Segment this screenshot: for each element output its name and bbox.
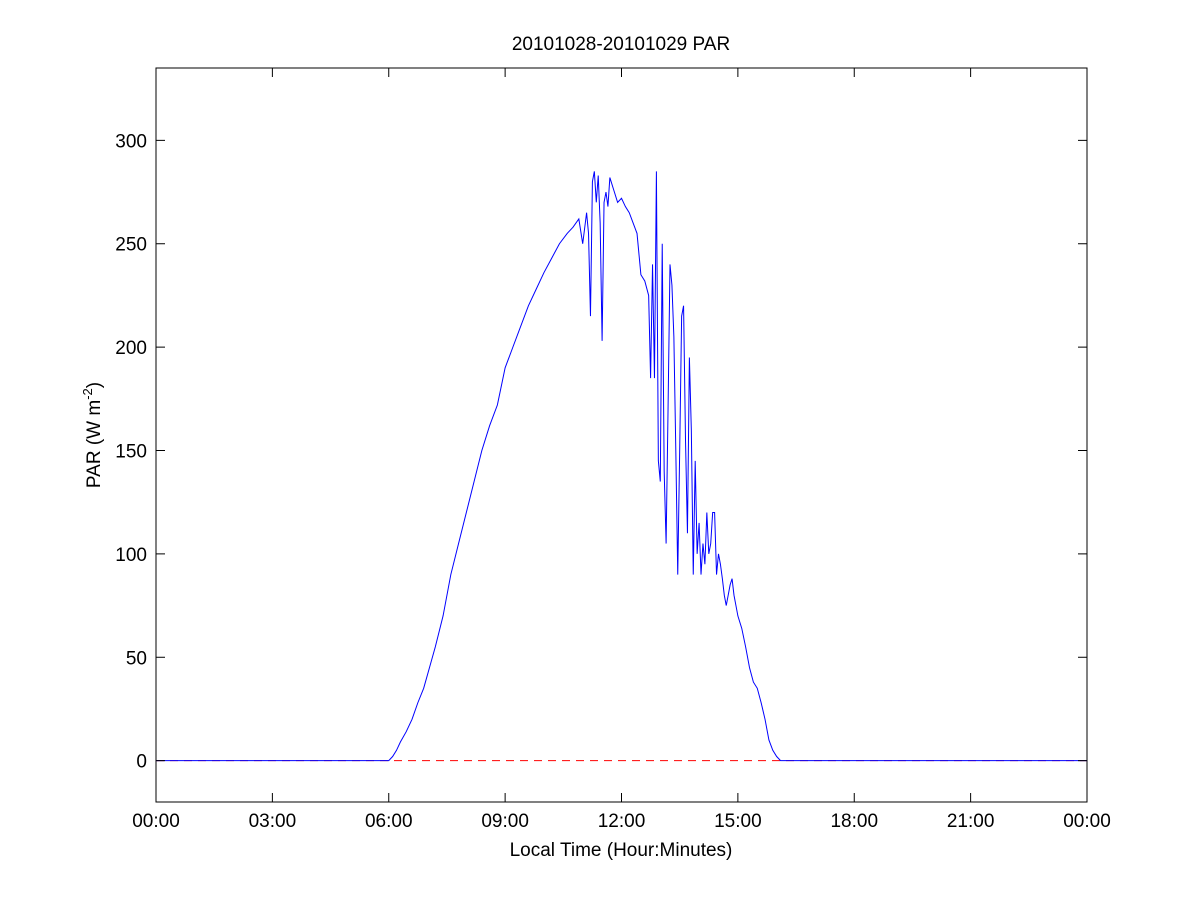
chart-title: 20101028-20101029 PAR bbox=[512, 34, 730, 55]
x-tick-label: 09:00 bbox=[481, 811, 529, 832]
series-layer bbox=[156, 171, 1087, 762]
x-tick-label: 03:00 bbox=[249, 811, 297, 832]
y-tick-label: 0 bbox=[136, 752, 147, 773]
y-axis-label-superscript: -2 bbox=[80, 388, 95, 400]
y-tick-label: 200 bbox=[115, 338, 147, 359]
y-axis-label-close: ) bbox=[84, 382, 105, 388]
series-line-par bbox=[156, 171, 1087, 762]
x-tick-label: 06:00 bbox=[365, 811, 413, 832]
x-axis-label: Local Time (Hour:Minutes) bbox=[510, 840, 733, 861]
plot-area: 00:00 03:00 06:00 09:00 12:00 15:00 18:00 21:00… bbox=[115, 67, 1111, 832]
x-tick-label: 12:00 bbox=[598, 811, 646, 832]
x-tick-label: 21:00 bbox=[947, 811, 995, 832]
axes-box bbox=[155, 67, 1088, 803]
y-axis-label: PAR (W m-2) bbox=[80, 382, 105, 488]
y-tick-label: 250 bbox=[115, 235, 147, 256]
y-axis-label-main: PAR (W m bbox=[84, 400, 105, 488]
y-tick-label: 50 bbox=[126, 648, 147, 669]
x-axis-ticks: 00:00 03:00 06:00 09:00 12:00 15:00 18:00 21:00… bbox=[132, 68, 1111, 832]
x-tick-label: 00:00 bbox=[132, 811, 180, 832]
y-tick-label: 100 bbox=[115, 545, 147, 566]
y-tick-label: 150 bbox=[115, 442, 147, 463]
y-axis-ticks: 0 50 100 150 200 250 300 bbox=[115, 131, 1087, 773]
x-tick-label: 15:00 bbox=[714, 811, 762, 832]
x-tick-label: 18:00 bbox=[830, 811, 878, 832]
y-tick-label: 300 bbox=[115, 131, 147, 152]
x-tick-label: 00:00 bbox=[1063, 811, 1111, 832]
